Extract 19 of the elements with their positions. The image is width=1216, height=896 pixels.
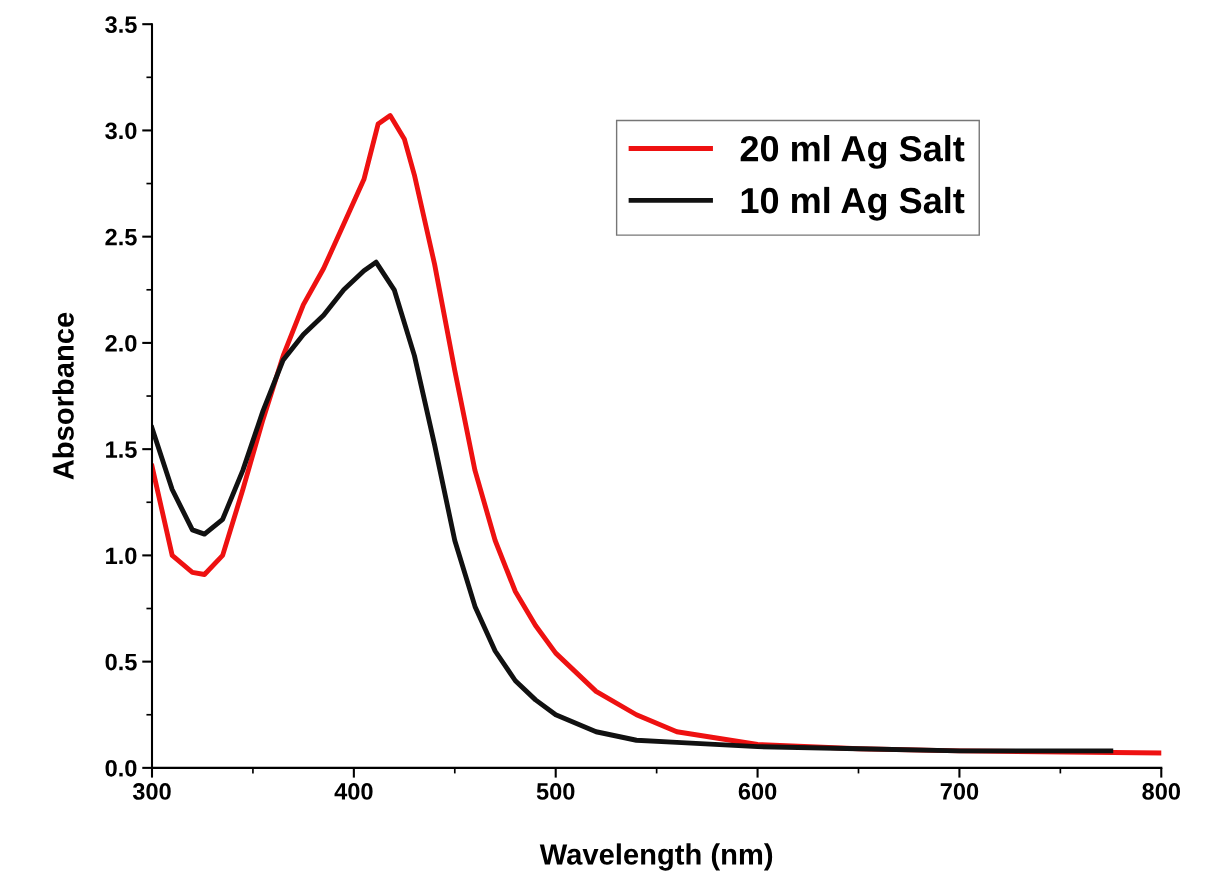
x-tick-label: 800 <box>1142 783 1181 800</box>
y-tick-label: 0.0 <box>105 759 137 777</box>
x-tick-label: 500 <box>536 783 575 800</box>
y-tick-label: 1.0 <box>106 547 137 565</box>
y-tick-label: 2.5 <box>105 228 137 246</box>
x-tick-label: 400 <box>334 783 373 800</box>
x-tick-label: 700 <box>940 783 979 800</box>
x-tick-label: 300 <box>132 783 171 800</box>
x-tick-label: 600 <box>738 783 777 800</box>
line-series <box>152 259 1114 754</box>
legend-label: 10 ml Ag Salt <box>741 186 965 221</box>
legend-label: 20 ml Ag Salt <box>740 134 965 169</box>
y-tick-label: 3.5 <box>105 16 137 34</box>
y-tick-label: 2.0 <box>105 334 137 352</box>
y-tick-label: 1.5 <box>106 441 137 458</box>
x-axis-title: Wavelength (nm) <box>539 843 773 871</box>
y-tick-label: 0.5 <box>105 653 137 671</box>
y-axis-title: Absorbance <box>52 312 74 480</box>
y-tick-label: 3.0 <box>105 122 137 140</box>
